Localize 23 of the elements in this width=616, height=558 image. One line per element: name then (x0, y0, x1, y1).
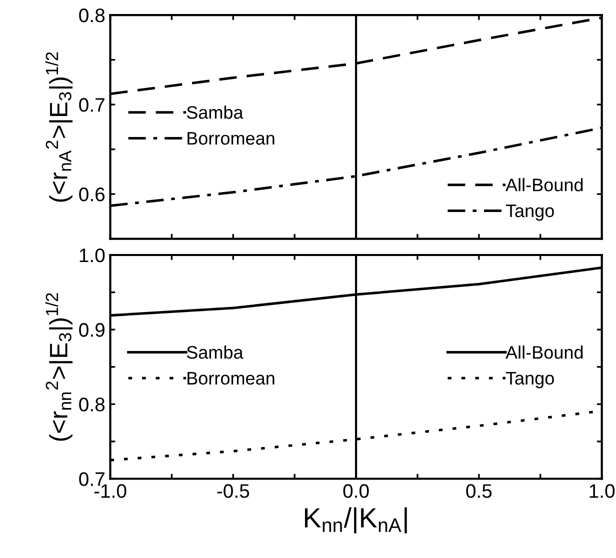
x-tick-label: 0.5 (466, 484, 492, 498)
y-tick-label: 0.8 (79, 398, 105, 412)
y-tick-label: 1.0 (80, 248, 105, 262)
annotation: Tango (506, 204, 554, 221)
y-tick-label: 0.7 (79, 472, 104, 486)
y-axis-title: (<r$_{nA}$$^{2}$>|E$_{3}$|)$^{1/2}$ (45, 52, 73, 202)
x-tick-label: 0.0 (343, 484, 369, 498)
y-tick-label: 0.9 (79, 323, 104, 337)
x-axis-title: K$_{nn}$/|K$_{nA}$| (304, 507, 407, 534)
legend-label: Samba (186, 106, 244, 119)
y-axis-title: (<r$_{nn}$$^{2}$>|E$_{3}$|)$^{1/2}$ (45, 293, 73, 441)
annotation: Tango (506, 372, 554, 388)
x-tick-label: -0.5 (217, 484, 250, 498)
legend-label: Samba (186, 346, 244, 359)
annotation: All-Bound (506, 178, 583, 192)
legend-label: Borromean (188, 372, 274, 385)
y-tick-label: 0.6 (79, 188, 105, 202)
x-tick-label: -1.0 (94, 484, 126, 498)
y-tick-label: 0.8 (79, 8, 105, 22)
y-tick-label: 0.7 (79, 98, 104, 112)
annotation: All-Bound (506, 346, 583, 359)
legend-label: Borromean (188, 132, 274, 145)
x-tick-label: 1.0 (590, 484, 615, 498)
